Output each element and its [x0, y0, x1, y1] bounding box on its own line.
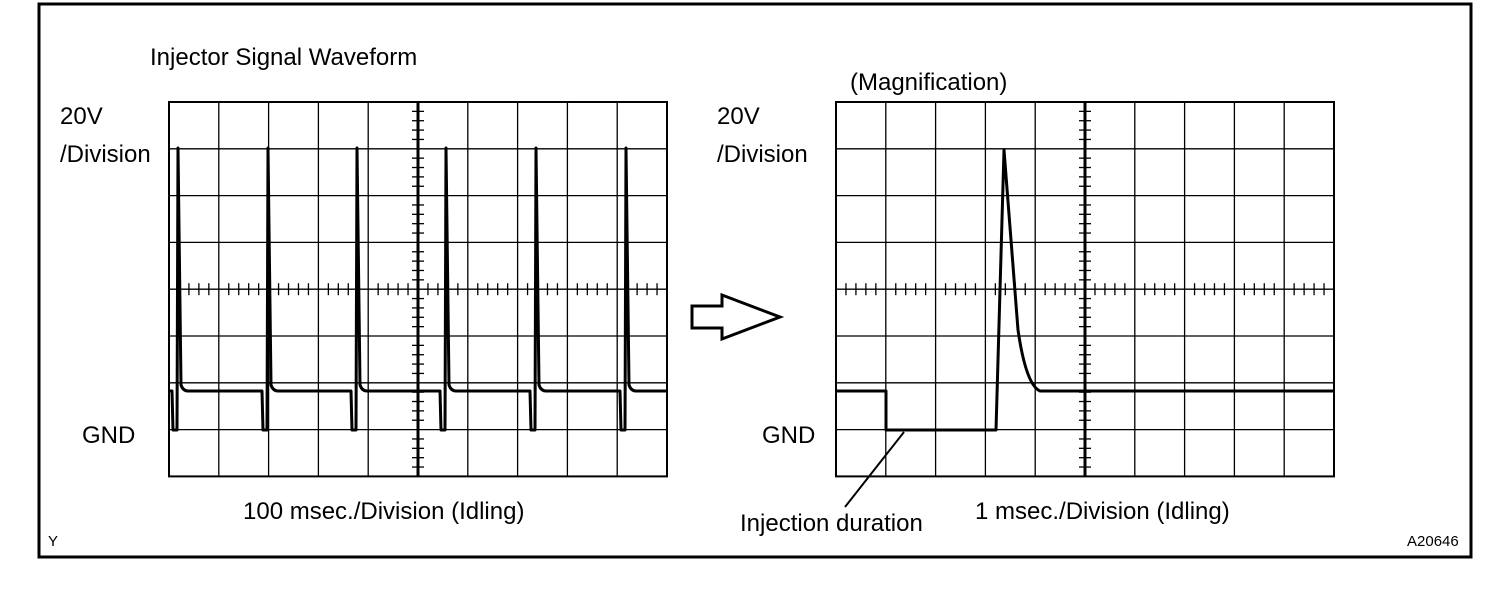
- left-voltage-scale-line1: 20V: [60, 103, 103, 130]
- left-gnd-label: GND: [82, 422, 136, 449]
- figure-border: [37, 2, 1473, 559]
- left-time-scale-label: 100 msec./Division (Idling): [243, 498, 525, 525]
- right-gnd-label: GND: [762, 422, 816, 449]
- right-grid: [835, 101, 1335, 478]
- injection-duration-annotation: Injection duration: [740, 510, 923, 537]
- right-voltage-scale-line1: 20V: [717, 103, 760, 130]
- right-injector-waveform: [836, 148, 1334, 432]
- figure-code: A20646: [1407, 533, 1459, 550]
- magnification-label: (Magnification): [850, 69, 1008, 96]
- right-oscilloscope-screen: [835, 101, 1335, 478]
- left-oscilloscope-screen: [168, 101, 668, 478]
- annotation-leader-line: [844, 431, 905, 508]
- left-grid: [168, 101, 668, 478]
- figure-title: Injector Signal Waveform: [150, 44, 418, 71]
- magnification-arrow: [690, 292, 785, 342]
- corner-letter: Y: [48, 533, 59, 550]
- right-voltage-scale-line2: /Division: [717, 141, 808, 168]
- left-voltage-scale-line2: /Division: [60, 141, 151, 168]
- right-time-scale-label: 1 msec./Division (Idling): [975, 498, 1230, 525]
- left-injector-waveform: [169, 146, 667, 432]
- right-center-ticks: [845, 110, 1325, 468]
